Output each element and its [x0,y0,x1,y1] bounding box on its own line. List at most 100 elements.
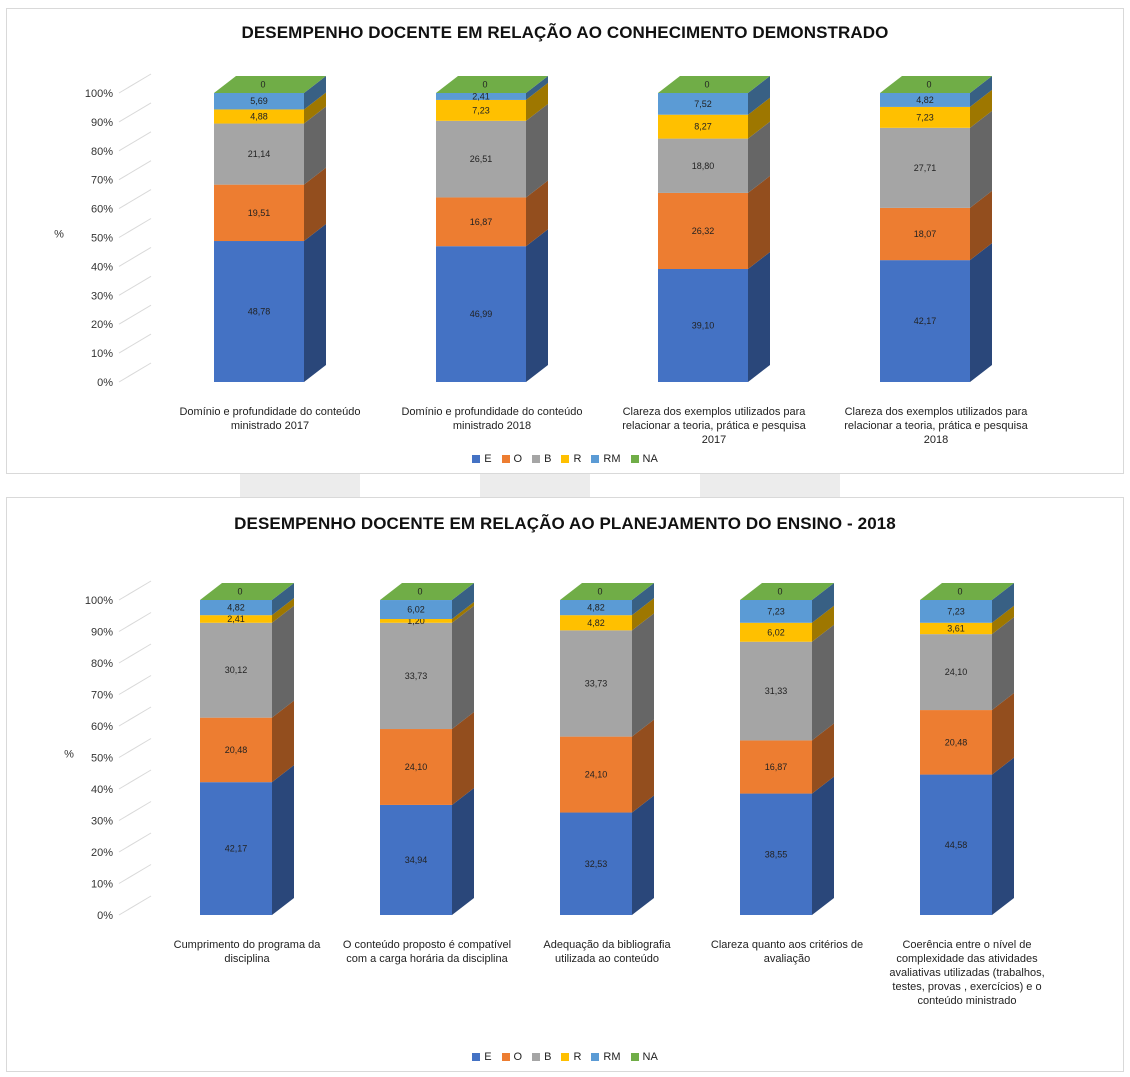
bar-front-face [658,92,748,115]
y-tick-label: 20% [91,319,113,331]
data-label: 21,14 [248,149,271,159]
legend-label: RM [603,1051,621,1063]
bar-segment-r [214,92,326,124]
bar-front-face [200,782,272,915]
bar-front-face [560,615,632,631]
bar-segment-na [740,583,834,600]
x-category-label: Clareza quanto aos critérios de avaliaçã… [710,939,864,965]
data-label: 7,23 [472,105,490,115]
bar-front-face [740,600,812,623]
x-category-label: Domínio e profundidade do conteúdo minis… [179,406,361,432]
bar-front-face [436,99,526,121]
legend-swatch [630,455,639,463]
bar-side-face [748,175,770,270]
bar-segment-b [560,613,654,737]
bar-segment-na [658,75,770,93]
bar-side-face [992,583,1014,623]
data-label: 4,82 [916,95,934,105]
grid-line [118,580,152,601]
bar-front-face [880,106,970,128]
y-tick-label: 0% [97,910,113,922]
data-label: 7,52 [694,99,712,109]
chart-legend: E O B R RM NA [7,453,1123,465]
bar-side-face [992,605,1014,635]
bar-segment-o [214,167,326,242]
grid-line [118,333,152,354]
x-category-label: Adequação da bibliografia utilizada ao c… [543,939,671,965]
bar-side-face [992,693,1014,775]
bar-segment-o [200,700,294,783]
bar-segment-e [380,787,474,915]
bar-segment-b [214,106,326,185]
bar-side-face [970,243,992,382]
data-label: 0 [237,587,242,597]
chart-plot-area: 0% 10% 20% 30% 40% 50% 60% 70% 80% 90% 100%% 42,17 2… [64,580,1014,922]
legend-swatch [501,455,510,463]
bar-side-face [970,76,992,107]
bar-side-face [748,121,770,193]
bar-front-face [380,804,452,915]
y-tick-label: 30% [91,816,113,828]
bar-front-face [200,717,272,783]
grid-line [118,612,152,632]
bar-front-face [200,615,272,623]
bar-segment-rm [920,583,1014,623]
bar-segment-r [380,601,474,623]
legend-label: B [544,1051,552,1063]
chart-title: DESEMPENHO DOCENTE EM RELAÇÃO AO CONHECI… [241,23,889,42]
bar-top-face [658,75,770,93]
grid-line [118,895,152,916]
data-label: 20,48 [225,745,248,755]
bar-side-face [812,583,834,623]
grid-line [118,675,152,695]
data-label: 46,99 [470,309,493,319]
bar-segment-na [200,583,294,600]
bar-front-face [380,618,452,623]
bar-side-face [812,624,834,741]
bar-segment-e [920,757,1014,915]
bar-segment-rm [380,583,474,619]
chart-panel-planejamento: DESEMPENHO DOCENTE EM RELAÇÃO AO PLANEJA… [6,497,1124,1072]
y-tick-label: 10% [91,348,113,360]
grid-line [118,362,152,383]
y-tick-label: 0% [97,377,113,389]
bar-front-face [920,774,992,915]
bar-front-face [380,622,452,730]
bar-side-face [304,167,326,242]
bar-front-face [880,127,970,208]
grid-line [118,832,152,853]
x-category-label: Clareza dos exemplos utilizados para rel… [844,406,1028,446]
data-label: 7,23 [767,606,785,616]
bar-front-face [436,197,526,247]
bar-side-face [272,765,294,915]
bar-segment-r [658,97,770,139]
legend-item-b: B [532,453,551,465]
bar-segment-rm [560,583,654,616]
chart-title: DESEMPENHO DOCENTE EM RELAÇÃO AO PLANEJA… [234,514,896,533]
watermark-band [480,474,590,497]
bar-top-face [560,583,654,600]
data-label: 44,58 [945,840,968,850]
bar-segment-na [920,583,1014,600]
legend-item-na: NA [630,453,658,465]
y-tick-label: 40% [91,261,113,273]
bar-segment-r [200,598,294,623]
bar-front-face [560,812,632,915]
bar-side-face [272,700,294,783]
data-label: 6,02 [407,605,425,615]
legend-label: R [573,1051,582,1063]
bar-segment-rm [214,76,326,110]
data-label: 0 [417,587,422,597]
bar-side-face [992,757,1014,915]
bar-side-face [526,229,548,382]
bar-front-face [658,269,748,382]
data-label: 4,82 [227,603,245,613]
data-label: 31,33 [765,686,788,696]
watermark-band [240,474,360,497]
bar-segment-r [436,82,548,121]
y-tick-label: 80% [91,658,113,670]
y-tick-label: 60% [91,204,113,216]
data-label: 26,32 [692,226,715,236]
bar-segment-e [560,795,654,915]
y-axis-label: % [64,749,74,761]
